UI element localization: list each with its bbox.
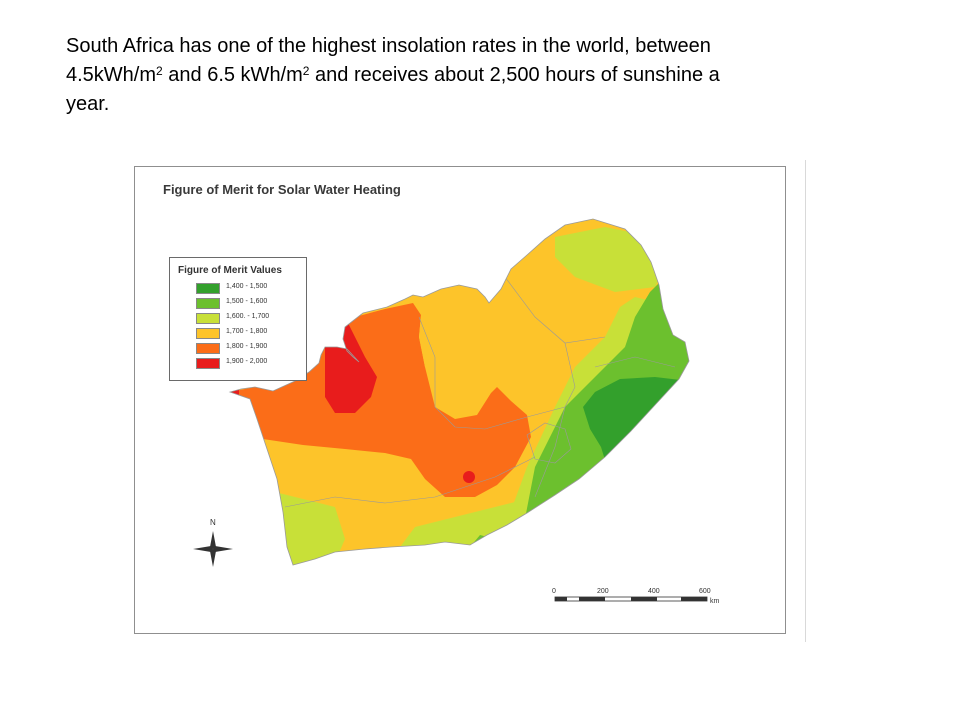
scale-segment: [579, 597, 605, 601]
superscript: 2: [302, 64, 310, 78]
border-line: [594, 356, 676, 368]
border-line: [284, 456, 536, 508]
zone-1600-1700-south: [385, 457, 605, 565]
south-africa-map: N 0 200 400 600 km: [193, 218, 720, 605]
north-pointer: [210, 531, 216, 549]
zone-1700-1800-base: [230, 219, 689, 565]
legend-label: 1,800 - 1,900: [226, 343, 268, 350]
scale-unit: km: [710, 598, 720, 605]
zone-1700-1800-wedge: [419, 315, 435, 367]
scale-tick-0: 0: [552, 588, 556, 595]
east-pointer: [213, 546, 233, 552]
legend-swatch: [196, 343, 220, 354]
lesotho-outline: [526, 422, 572, 464]
scale-segment: [631, 597, 657, 601]
north-arrow: N: [193, 518, 233, 567]
legend-swatch: [196, 298, 220, 309]
map-legend: Figure of Merit Values 1,400 - 1,500 1,5…: [169, 257, 307, 381]
caption-segment: and 6.5 kWh/m: [162, 64, 303, 86]
zone-1900-2000-spot: [463, 471, 475, 483]
legend-swatch: [196, 358, 220, 369]
legend-label: 1,500 - 1,600: [226, 298, 268, 305]
slide-divider: [805, 160, 806, 642]
scale-segment: [681, 597, 707, 601]
legend-swatch: [196, 313, 220, 324]
superscript: 2: [156, 64, 163, 78]
legend-label: 1,600. - 1,700: [226, 313, 270, 320]
legend-label: 1,400 - 1,500: [226, 283, 268, 290]
scale-tick-200: 200: [597, 588, 609, 595]
zone-1600-1700-northeast: [555, 227, 665, 292]
legend-swatch: [196, 328, 220, 339]
map-title: Figure of Merit for Solar Water Heating: [163, 182, 401, 197]
legend-label: 1,900 - 2,000: [226, 358, 268, 365]
scale-segment: [555, 597, 567, 601]
caption-line-3: year.: [66, 93, 110, 115]
caption-segment: and receives about 2,500 hours of sunshi…: [309, 64, 720, 86]
border-line: [534, 342, 576, 498]
north-label: N: [210, 518, 216, 527]
scale-bar: 0 200 400 600 km: [552, 588, 720, 605]
country-outline: [228, 218, 690, 566]
caption-segment: 4.5kWh/m: [66, 64, 157, 86]
legend-title: Figure of Merit Values: [178, 265, 282, 276]
scale-tick-400: 400: [648, 588, 660, 595]
scale-tick-600: 600: [699, 588, 711, 595]
caption-line-1: South Africa has one of the highest inso…: [66, 35, 711, 57]
caption-text: South Africa has one of the highest inso…: [66, 32, 906, 119]
province-borders: [284, 276, 676, 508]
legend-swatch: [196, 283, 220, 294]
merit-zones: [230, 219, 689, 565]
zone-1800-1900-central: [230, 303, 531, 497]
map-figure: N 0 200 400 600 km Figure of Merit for S…: [134, 166, 786, 634]
caption-line-2: 4.5kWh/m2 and 6.5 kWh/m2 and receives ab…: [66, 61, 906, 90]
west-pointer: [193, 546, 213, 552]
legend-label: 1,700 - 1,800: [226, 328, 268, 335]
south-pointer: [210, 549, 216, 567]
border-line: [418, 316, 566, 430]
border-line: [504, 276, 606, 344]
